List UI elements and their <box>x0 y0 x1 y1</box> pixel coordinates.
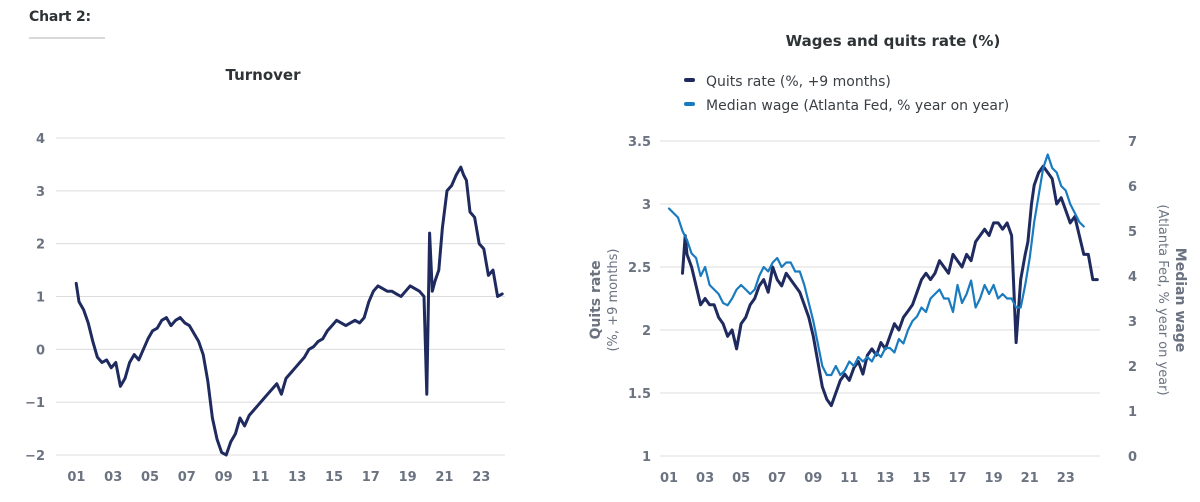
y-left-tick-label: 2 <box>642 324 651 339</box>
legend-swatch-wage <box>684 102 695 106</box>
x-tick-label: 17 <box>362 470 380 485</box>
y-tick-label: −1 <box>25 396 45 411</box>
x-tick-label: 21 <box>435 470 453 485</box>
y-tick-label: 4 <box>36 132 45 147</box>
x-tick-label: 07 <box>768 471 786 486</box>
y-left-tick-label: 2.5 <box>628 261 651 276</box>
y-tick-label: 3 <box>36 185 45 200</box>
y-right-tick-label: 3 <box>1128 315 1137 330</box>
x-tick-label: 11 <box>251 470 269 485</box>
x-tick-label: 05 <box>141 470 159 485</box>
wages-quits-x-axis: 01 03 05 07 09 11 13 15 17 19 21 23 <box>660 471 1075 486</box>
right-axis-title-main: Median wage <box>1172 248 1188 352</box>
wages-quits-gridlines <box>660 140 1100 457</box>
x-tick-label: 15 <box>912 471 930 486</box>
wages-quits-chart: Wages and quits rate (%) Quits rate (%, … <box>588 32 1188 486</box>
label-divider <box>29 37 105 39</box>
x-tick-label: 01 <box>660 471 678 486</box>
y-right-tick-label: 5 <box>1128 225 1137 240</box>
turnover-series <box>74 165 504 457</box>
y-tick-label: −2 <box>25 449 45 464</box>
turnover-y-axis: 4 3 2 1 0 −1 −2 <box>25 132 45 464</box>
turnover-x-axis: 01 03 05 07 09 11 13 15 17 19 21 23 <box>67 470 490 485</box>
x-tick-label: 01 <box>67 470 85 485</box>
x-tick-label: 17 <box>948 471 966 486</box>
x-tick-label: 13 <box>876 471 894 486</box>
left-axis-title-sub: (%, +9 months) <box>606 248 621 351</box>
x-tick-label: 05 <box>732 471 750 486</box>
wages-quits-chart-title: Wages and quits rate (%) <box>786 32 1001 50</box>
chart-number-label: Chart 2: <box>29 9 91 25</box>
y-right-tick-label: 2 <box>1128 360 1137 375</box>
x-tick-label: 23 <box>472 470 490 485</box>
x-tick-label: 21 <box>1021 471 1039 486</box>
x-tick-label: 23 <box>1057 471 1075 486</box>
legend-item-quits: Quits rate (%, +9 months) <box>684 74 891 90</box>
wage-y-axis: 7 6 5 4 3 2 1 0 <box>1128 135 1137 465</box>
legend-item-wage: Median wage (Atlanta Fed, % year on year… <box>684 98 1009 114</box>
right-axis-title-sub: (Atlanta Fed, % year on year) <box>1155 204 1170 395</box>
legend-label-wage: Median wage (Atlanta Fed, % year on year… <box>706 98 1009 114</box>
x-tick-label: 03 <box>104 470 122 485</box>
x-tick-label: 19 <box>399 470 417 485</box>
x-tick-label: 15 <box>325 470 343 485</box>
left-axis-title: Quits rate (%, +9 months) <box>588 248 621 351</box>
x-tick-label: 11 <box>840 471 858 486</box>
x-tick-label: 03 <box>696 471 714 486</box>
x-tick-label: 09 <box>215 470 233 485</box>
legend-label-quits: Quits rate (%, +9 months) <box>706 74 891 90</box>
y-left-tick-label: 1.5 <box>628 387 651 402</box>
y-tick-label: 0 <box>36 343 45 358</box>
y-right-tick-label: 1 <box>1128 405 1137 420</box>
turnover-chart-title: Turnover <box>226 66 302 84</box>
y-right-tick-label: 7 <box>1128 135 1137 150</box>
legend-swatch-quits <box>684 78 695 82</box>
y-right-tick-label: 0 <box>1128 450 1137 465</box>
median-wage-line <box>667 153 1085 377</box>
x-tick-label: 09 <box>804 471 822 486</box>
y-right-tick-label: 6 <box>1128 180 1137 195</box>
right-axis-title: Median wage (Atlanta Fed, % year on year… <box>1155 204 1188 395</box>
legend: Quits rate (%, +9 months) Median wage (A… <box>684 74 1009 114</box>
turnover-line <box>74 165 504 457</box>
y-left-tick-label: 1 <box>642 450 651 465</box>
x-tick-label: 19 <box>985 471 1003 486</box>
y-tick-label: 1 <box>36 291 45 306</box>
y-left-tick-label: 3.5 <box>628 135 651 150</box>
left-axis-title-main: Quits rate <box>588 260 604 339</box>
y-tick-label: 2 <box>36 238 45 253</box>
quits-rate-line <box>681 164 1099 408</box>
turnover-gridlines <box>56 137 505 456</box>
wages-quits-series <box>667 153 1099 408</box>
quits-y-axis: 3.5 3 2.5 2 1.5 1 <box>628 135 651 465</box>
y-left-tick-label: 3 <box>642 198 651 213</box>
x-tick-label: 07 <box>178 470 196 485</box>
x-tick-label: 13 <box>288 470 306 485</box>
y-right-tick-label: 4 <box>1128 270 1137 285</box>
